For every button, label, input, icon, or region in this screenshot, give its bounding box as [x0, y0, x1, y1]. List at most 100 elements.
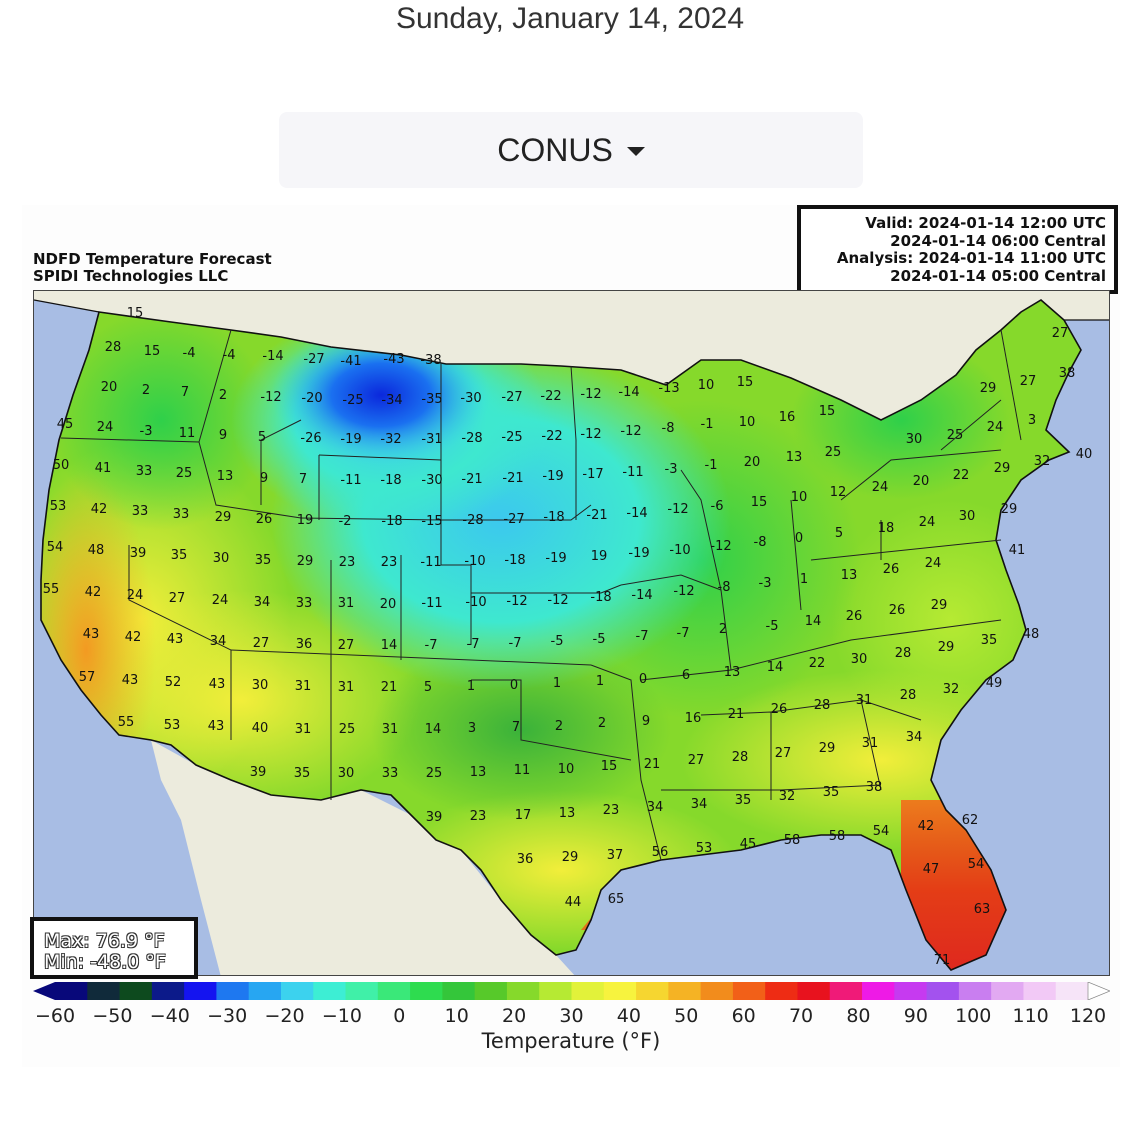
state-borders: [60, 329, 1022, 861]
colorbar-cell: [603, 982, 637, 1000]
temp-label: -21: [461, 472, 482, 487]
temp-label: 45: [740, 837, 757, 852]
temp-label: -30: [421, 473, 442, 488]
colorbar-tick-label: 50: [674, 1005, 699, 1027]
temp-label: -43: [383, 352, 404, 367]
temp-label: 30: [959, 509, 976, 524]
temp-label: -12: [667, 502, 688, 517]
temp-label: 24: [212, 593, 229, 608]
temp-label: 18: [878, 521, 895, 536]
temp-label: 26: [846, 609, 863, 624]
temp-label: 6: [682, 668, 690, 683]
temp-label: 21: [728, 707, 745, 722]
temp-label: 35: [735, 793, 752, 808]
temp-label: -6: [711, 499, 724, 514]
temp-label: 28: [814, 698, 831, 713]
temp-label: -8: [718, 580, 731, 595]
temp-label: 35: [981, 633, 998, 648]
temp-label: 23: [470, 809, 487, 824]
temp-label: -10: [464, 554, 485, 569]
temp-label: 0: [639, 672, 647, 687]
temp-label: 52: [165, 675, 182, 690]
temp-label: 27: [253, 636, 270, 651]
temp-label: 34: [906, 730, 923, 745]
temp-label: 23: [381, 555, 398, 570]
temp-label: 24: [872, 480, 889, 495]
temp-label: 24: [987, 420, 1004, 435]
temp-label: 29: [562, 850, 579, 865]
temp-label: 47: [923, 862, 940, 877]
temp-label: 71: [934, 953, 951, 968]
temp-label: 43: [122, 673, 139, 688]
temp-label: 30: [906, 432, 923, 447]
colorbar-cell: [442, 982, 476, 1000]
temperature-map-figure: NDFD Temperature Forecast SPIDI Technolo…: [22, 205, 1120, 1067]
temp-label: -11: [340, 473, 361, 488]
temp-label: -38: [420, 353, 441, 368]
temp-label: -1: [705, 458, 718, 473]
temp-label: 20: [744, 455, 761, 470]
region-dropdown[interactable]: CONUS: [279, 112, 863, 188]
temp-label: 23: [339, 555, 356, 570]
temp-label: -7: [677, 626, 690, 641]
temp-label: -13: [658, 381, 679, 396]
colorbar-cell: [377, 982, 411, 1000]
valid-line: Valid: 2024-01-14 12:00 UTC: [865, 214, 1106, 232]
temp-label: 13: [217, 469, 234, 484]
colorbar-cell: [119, 982, 153, 1000]
colorbar-cell: [1055, 982, 1089, 1000]
temp-label: 14: [381, 638, 398, 653]
temp-label: 11: [514, 763, 531, 778]
colorbar-tick-label: 90: [903, 1005, 928, 1027]
temp-label: 1: [800, 572, 808, 587]
temp-label: -28: [461, 431, 482, 446]
temp-label: -11: [622, 465, 643, 480]
temp-label: -5: [593, 632, 606, 647]
temp-label: 27: [169, 591, 186, 606]
colorbar-cell: [926, 982, 960, 1000]
colorbar-cell: [280, 982, 314, 1000]
temp-label: -21: [586, 508, 607, 523]
temp-label: 25: [947, 428, 964, 443]
temp-label: 21: [381, 680, 398, 695]
temp-label: -30: [460, 391, 481, 406]
temp-label: -17: [582, 467, 603, 482]
temp-label: 25: [825, 445, 842, 460]
colorbar-cell: [797, 982, 831, 1000]
max-min-box: Max: 76.9 °F Min: -48.0 °F: [30, 917, 198, 979]
temp-label: 31: [295, 722, 312, 737]
colorbar-cell: [668, 982, 702, 1000]
temp-label: 13: [841, 568, 858, 583]
temp-label: 29: [980, 381, 997, 396]
colorbar-tick-label: 60: [731, 1005, 756, 1027]
temp-label: 35: [823, 785, 840, 800]
temp-label: 20: [913, 474, 930, 489]
valid-time-box: Valid: 2024-01-14 12:00 UTC 2024-01-14 0…: [797, 205, 1118, 294]
temp-label: 43: [209, 677, 226, 692]
temp-label: 27: [1020, 374, 1037, 389]
temp-label: 23: [603, 803, 620, 818]
temp-label: 2: [219, 388, 227, 403]
colorbar-cell: [410, 982, 443, 1000]
temp-label: -8: [662, 421, 675, 436]
temp-label: 13: [470, 765, 487, 780]
temp-label: -28: [462, 513, 483, 528]
colorbar-cell: [313, 982, 347, 1000]
temp-label: 15: [601, 759, 618, 774]
temp-label: 1: [467, 679, 475, 694]
colorbar-cell: [958, 982, 992, 1000]
temp-label: 24: [919, 515, 936, 530]
temp-label: 48: [88, 543, 105, 558]
temp-label: 7: [181, 385, 189, 400]
temp-label: 5: [424, 680, 432, 695]
colorbar-cell: [636, 982, 669, 1000]
colorbar-cell: [700, 982, 734, 1000]
temp-label: 10: [791, 490, 808, 505]
temp-label: -26: [300, 431, 321, 446]
colorbar-tick-label: 100: [955, 1005, 992, 1027]
colorbar-tick-label: −30: [207, 1005, 248, 1027]
temp-label: -14: [631, 588, 652, 603]
temp-label: 30: [338, 766, 355, 781]
temp-label: -21: [502, 471, 523, 486]
